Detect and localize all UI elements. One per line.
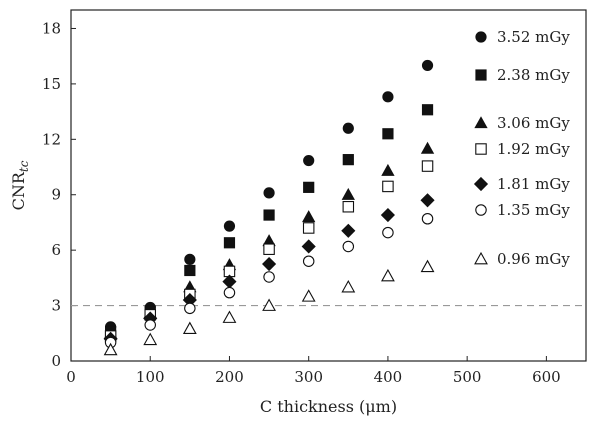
legend-marker xyxy=(475,31,487,43)
data-point xyxy=(303,181,315,193)
legend-item: 1.92 mGy xyxy=(475,140,570,158)
legend-item: 1.35 mGy xyxy=(475,201,570,219)
data-point xyxy=(380,207,395,223)
legend-marker xyxy=(473,176,489,192)
data-point xyxy=(302,222,315,234)
legend-label: 1.92 mGy xyxy=(497,140,570,158)
data-point xyxy=(262,256,277,272)
legend-label: 3.06 mGy xyxy=(497,114,570,132)
y-tick-label: 15 xyxy=(42,75,61,93)
legend-label: 1.35 mGy xyxy=(497,201,570,219)
legend-label: 0.96 mGy xyxy=(497,250,570,268)
legend-label: 2.38 mGy xyxy=(497,66,570,84)
y-axis-title-main: CNR xyxy=(9,171,28,210)
x-tick-label: 200 xyxy=(215,368,244,386)
data-point xyxy=(421,59,434,72)
data-point xyxy=(223,220,236,232)
legend-marker xyxy=(475,69,487,81)
data-point xyxy=(222,310,237,323)
data-point xyxy=(144,319,156,331)
y-tick-label: 3 xyxy=(51,297,61,315)
data-point xyxy=(381,163,395,176)
data-point xyxy=(262,298,276,311)
y-tick-label: 6 xyxy=(51,241,61,259)
data-point xyxy=(342,122,354,134)
y-tick-label: 12 xyxy=(42,130,61,148)
data-point xyxy=(302,210,316,223)
data-point xyxy=(421,213,434,225)
data-point xyxy=(301,289,316,302)
data-point xyxy=(263,187,275,199)
series-1_81-mGy xyxy=(103,193,435,346)
legend-item: 3.06 mGy xyxy=(474,114,570,132)
legend-marker xyxy=(475,143,487,155)
data-point xyxy=(143,332,158,346)
data-point xyxy=(420,193,435,208)
x-tick-label: 100 xyxy=(136,368,165,386)
data-point xyxy=(302,255,315,267)
data-point xyxy=(263,271,275,283)
x-tick-label: 0 xyxy=(66,368,76,386)
y-tick-label: 18 xyxy=(42,19,61,37)
data-point xyxy=(341,223,356,238)
data-point xyxy=(420,259,435,273)
series-1_35-mGy xyxy=(104,213,434,349)
data-point xyxy=(421,160,434,172)
data-point xyxy=(382,226,394,239)
data-point xyxy=(342,200,355,213)
legend-marker xyxy=(474,116,488,129)
legend-label: 1.81 mGy xyxy=(497,175,570,193)
data-point xyxy=(182,321,197,335)
legend-item: 0.96 mGy xyxy=(474,250,570,268)
legend-marker xyxy=(474,251,488,265)
series-0_96-mGy xyxy=(103,259,435,356)
data-point xyxy=(381,268,395,282)
data-point xyxy=(263,209,275,221)
data-point xyxy=(420,141,435,154)
y-axis-title-subscript: tc xyxy=(17,160,31,172)
data-point xyxy=(342,240,355,253)
y-axis: 0 3 6 9 12 15 18 xyxy=(42,19,76,370)
data-point xyxy=(341,279,356,293)
data-point xyxy=(184,253,196,265)
data-point xyxy=(341,187,355,200)
data-point xyxy=(184,302,196,315)
plot-frame xyxy=(70,9,587,362)
plot-border xyxy=(70,9,587,362)
data-point xyxy=(382,180,394,193)
y-tick-label: 0 xyxy=(51,352,61,370)
data-point xyxy=(382,91,394,103)
y-tick-label: 9 xyxy=(51,186,61,204)
legend-item: 2.38 mGy xyxy=(475,66,570,84)
legend-item: 3.52 mGy xyxy=(475,28,570,46)
data-point xyxy=(303,154,315,167)
legend-label: 3.52 mGy xyxy=(497,28,570,46)
data-point xyxy=(382,128,394,140)
data-point xyxy=(421,104,434,116)
x-tick-label: 500 xyxy=(453,368,482,386)
legend-marker xyxy=(475,204,487,216)
x-tick-label: 600 xyxy=(532,368,561,386)
x-axis-title: C thickness (μm) xyxy=(260,397,397,416)
series-3_52-mGy xyxy=(105,59,434,333)
data-point xyxy=(301,239,316,254)
data-point xyxy=(184,264,196,277)
data-point xyxy=(223,286,236,299)
data-points xyxy=(103,59,435,356)
data-point xyxy=(103,342,118,356)
x-tick-label: 300 xyxy=(294,368,323,386)
legend-item: 1.81 mGy xyxy=(473,175,570,193)
y-axis-title: CNRtc xyxy=(9,160,31,210)
legend: 3.52 mGy 2.38 mGy 3.06 mGy 1.92 mGy 1.81 mGy… xyxy=(473,28,570,268)
x-tick-label: 400 xyxy=(374,368,403,386)
data-point xyxy=(342,154,354,166)
data-point xyxy=(263,243,275,255)
x-axis: 0 100 200 300 400 500 600 xyxy=(66,356,561,386)
data-point xyxy=(223,237,236,249)
